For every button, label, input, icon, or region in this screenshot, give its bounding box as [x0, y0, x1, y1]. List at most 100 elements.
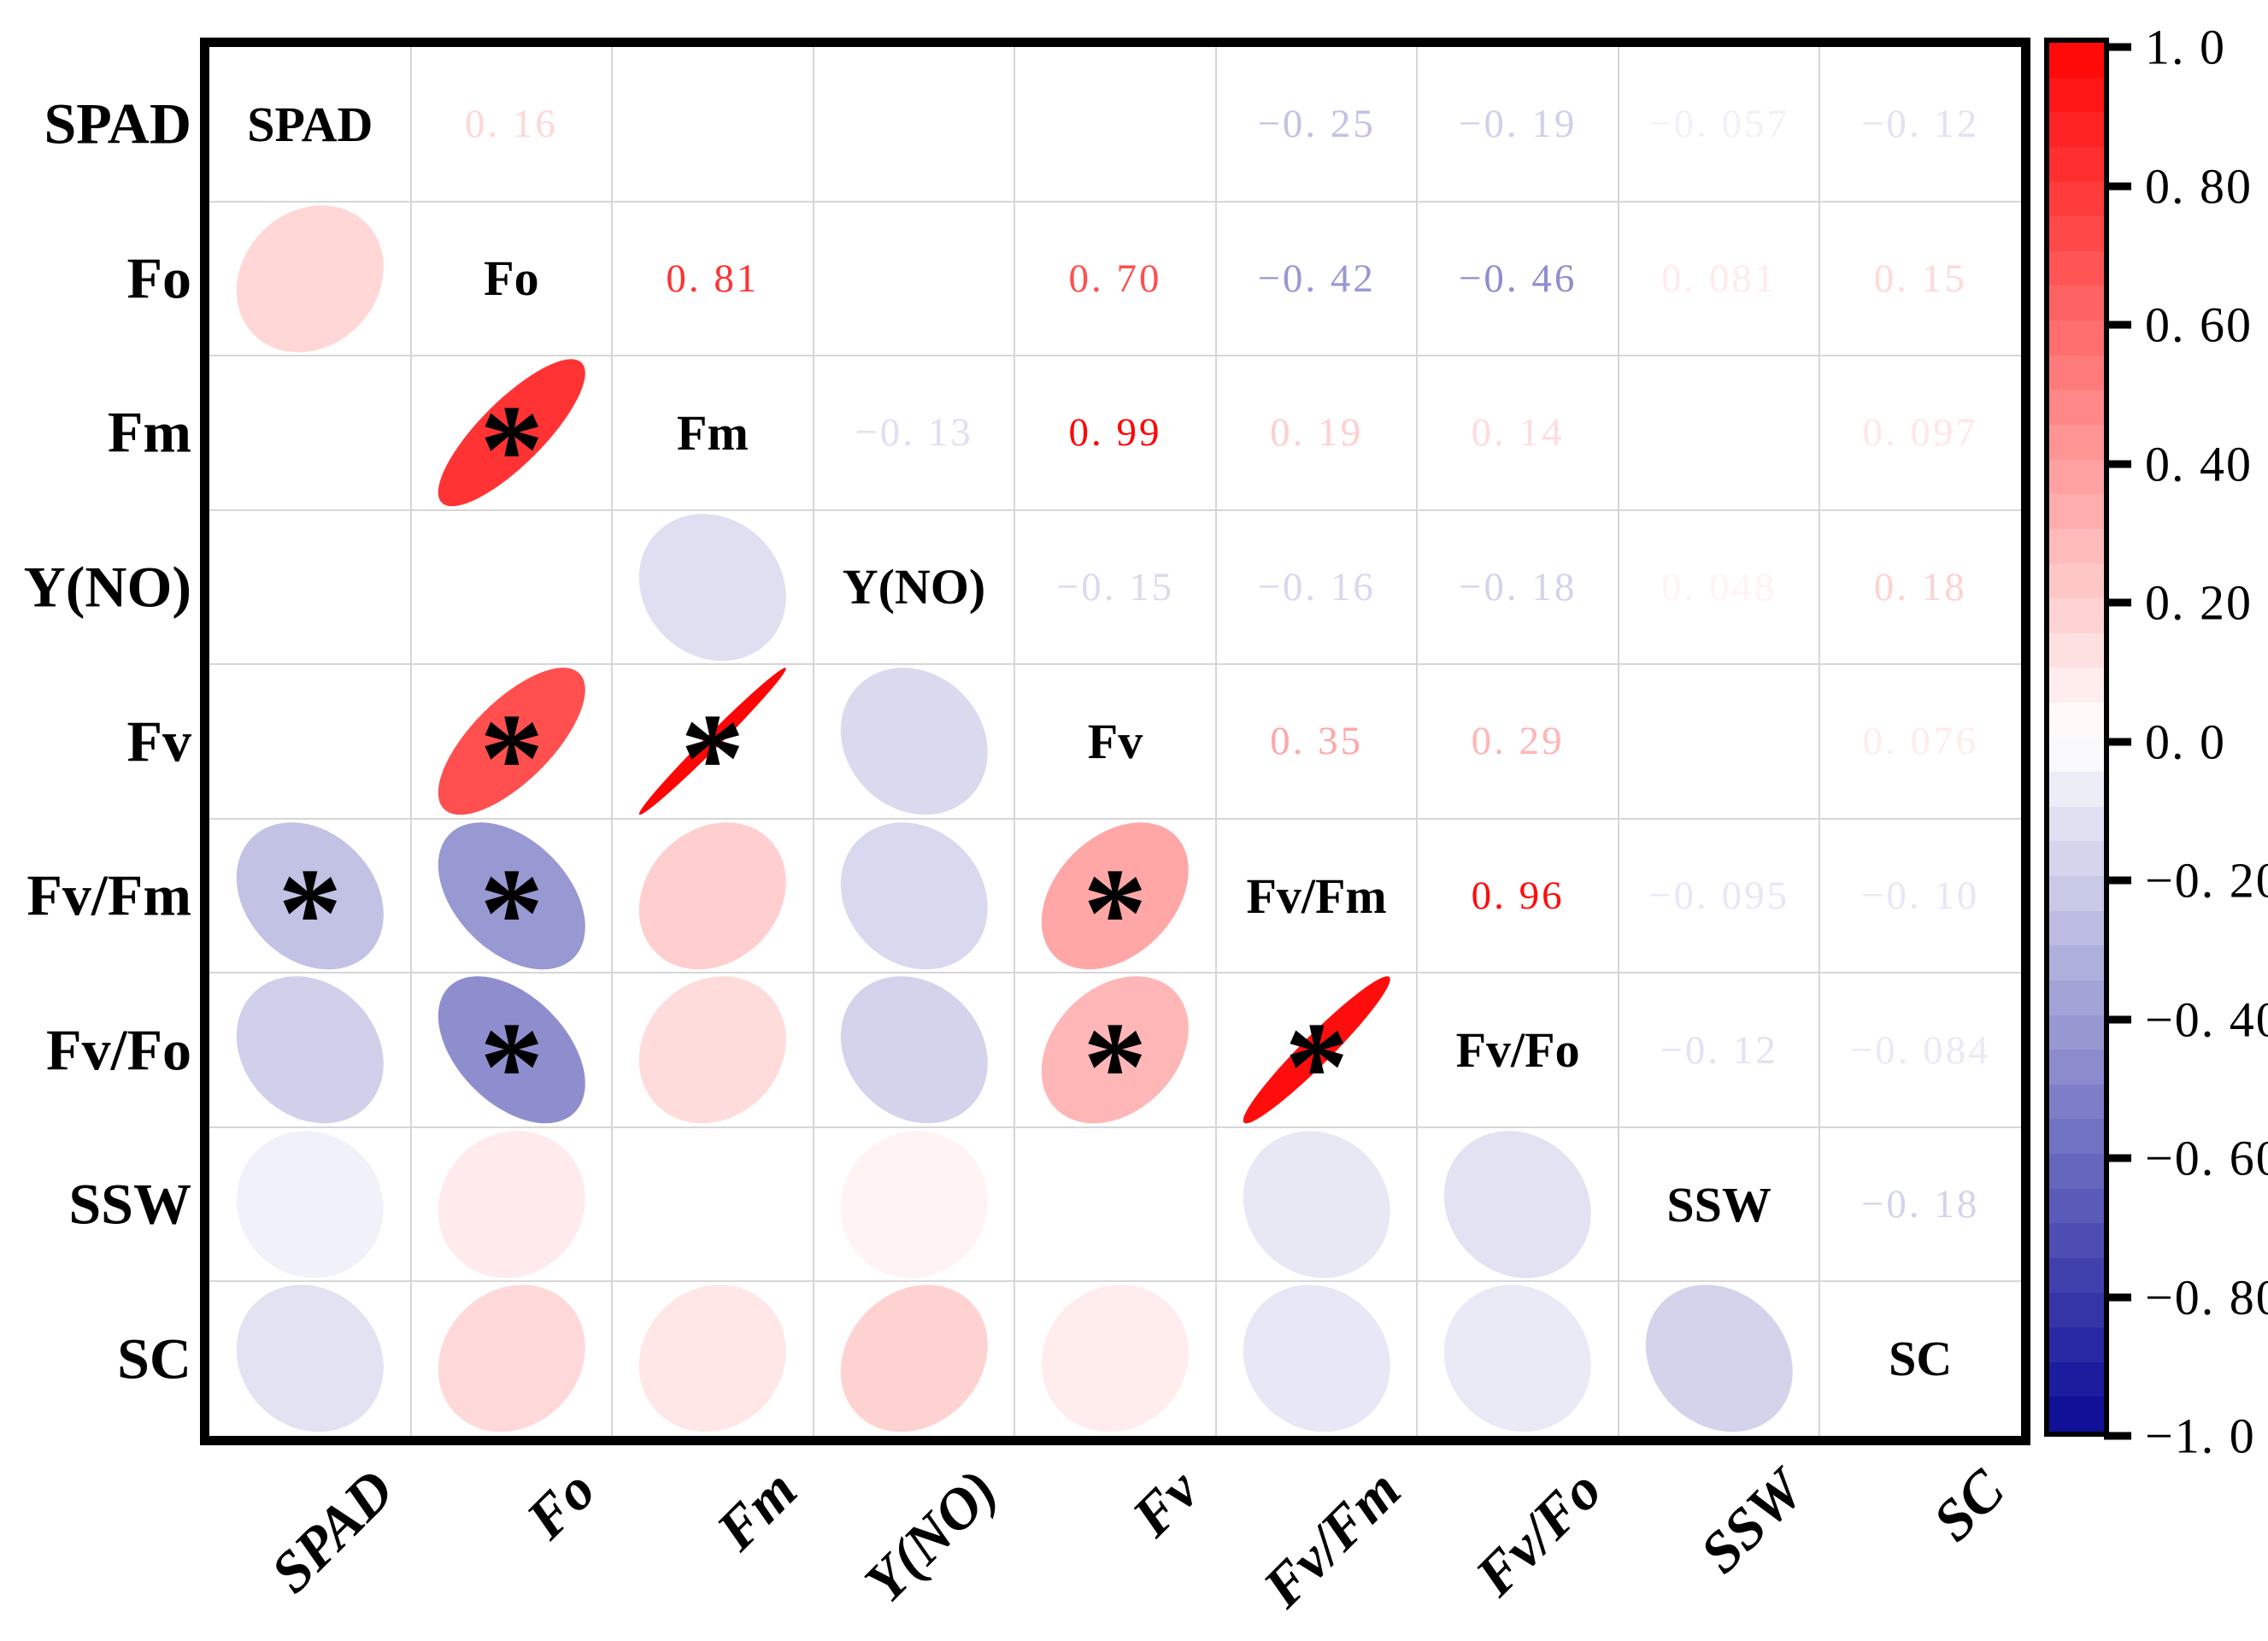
diagonal-variable-label: Fo	[484, 250, 539, 307]
matrix-cell: Fv/Fm	[1216, 819, 1418, 973]
matrix-cell	[1014, 1127, 1216, 1282]
matrix-cell	[411, 510, 613, 665]
correlation-ellipse	[236, 204, 384, 352]
correlation-value: −0. 057	[1648, 102, 1790, 147]
matrix-cell	[612, 510, 814, 665]
colorbar-band	[2049, 632, 2104, 668]
significance-star: *	[479, 687, 543, 829]
matrix-cell	[814, 202, 1015, 356]
matrix-cell	[411, 1127, 613, 1282]
matrix-cell	[814, 47, 1015, 202]
colorbar-band	[2049, 112, 2104, 148]
matrix-cell: −0. 25	[1216, 47, 1418, 202]
colorbar-band	[2049, 1223, 2104, 1259]
colorbar-tick	[2104, 1293, 2131, 1301]
diagonal-variable-label: Y(NO)	[842, 559, 986, 615]
colorbar-band	[2049, 772, 2104, 808]
colorbar-tick-label: −0. 60	[2145, 1130, 2268, 1186]
gridline-horizontal	[209, 1126, 2021, 1128]
gridline-horizontal	[209, 663, 2021, 666]
matrix-cell	[209, 973, 411, 1127]
correlation-ellipse: *	[438, 668, 585, 829]
correlation-ellipse	[438, 1131, 585, 1279]
correlation-ellipse	[638, 1285, 786, 1432]
x-axis-label: SSW	[1687, 1456, 1816, 1585]
matrix-cell: 0. 097	[1819, 356, 2021, 510]
correlation-value: −0. 18	[1458, 564, 1578, 609]
colorbar-band	[2049, 321, 2104, 356]
correlation-ellipse	[638, 513, 786, 661]
correlation-value: −0. 084	[1849, 1027, 1991, 1073]
correlation-ellipse	[438, 1285, 585, 1432]
colorbar-tick-label: 0. 40	[2145, 436, 2253, 491]
colorbar-tick	[2104, 876, 2131, 885]
colorbar-band	[2049, 841, 2104, 877]
gridline-vertical	[1214, 47, 1217, 1436]
x-axis-label: Fm	[703, 1456, 809, 1562]
matrix-cell	[814, 819, 1015, 973]
correlation-value: −0. 13	[855, 410, 973, 456]
colorbar-band	[2049, 945, 2104, 981]
colorbar-tick	[2104, 598, 2131, 607]
significance-star: *	[1284, 997, 1348, 1138]
colorbar-tick	[2104, 321, 2131, 329]
colorbar-tick	[2104, 1432, 2131, 1440]
colorbar-band	[2049, 250, 2104, 286]
matrix-cell: Fv/Fo	[1417, 973, 1619, 1127]
matrix-cell	[814, 664, 1015, 819]
correlation-ellipse	[840, 822, 988, 970]
correlation-ellipse	[236, 1131, 384, 1279]
colorbar-tick	[2104, 1015, 2131, 1023]
colorbar-band	[2049, 910, 2104, 946]
colorbar-band	[2049, 77, 2104, 113]
colorbar-tick	[2104, 738, 2131, 745]
colorbar-band	[2049, 528, 2104, 564]
correlation-value: 0. 076	[1862, 719, 1978, 764]
matrix-cell: SSW	[1619, 1127, 1820, 1282]
matrix-cell	[1619, 1281, 1820, 1436]
colorbar-tick-label: 0. 0	[2145, 714, 2226, 769]
colorbar-tick-label: 0. 20	[2145, 574, 2253, 631]
colorbar-band	[2049, 355, 2104, 391]
y-axis-label: Fv	[126, 709, 191, 773]
matrix-cell: 0. 29	[1417, 664, 1619, 819]
diagonal-variable-label: SC	[1889, 1331, 1953, 1387]
matrix-cell	[209, 356, 411, 510]
matrix-cell: −0. 18	[1819, 1127, 2021, 1282]
gridline-vertical	[611, 47, 614, 1436]
correlation-value: 0. 081	[1660, 256, 1777, 301]
colorbar-band	[2049, 563, 2104, 599]
correlation-value: 0. 18	[1873, 564, 1967, 609]
matrix-cell: 0. 19	[1216, 356, 1418, 510]
colorbar-band	[2049, 702, 2104, 738]
y-axis-label: SSW	[68, 1171, 191, 1237]
matrix-cell: −0. 42	[1216, 202, 1418, 356]
y-axis-label: Y(NO)	[23, 554, 191, 620]
matrix-cell	[612, 1127, 814, 1282]
colorbar-band	[2049, 1188, 2104, 1224]
matrix-cell	[209, 510, 411, 665]
gridline-vertical	[1014, 47, 1016, 1436]
matrix-cell: −0. 16	[1216, 510, 1418, 665]
matrix-cell	[1216, 1127, 1418, 1282]
correlation-ellipse	[840, 1131, 988, 1279]
correlation-ellipse: *	[1243, 976, 1390, 1138]
matrix-cell	[1417, 1281, 1619, 1436]
matrix-cell: −0. 12	[1819, 47, 2021, 202]
colorbar-band	[2049, 1154, 2104, 1190]
y-axis-label: Fm	[107, 399, 191, 465]
colorbar-band	[2049, 737, 2104, 773]
colorbar-band	[2049, 598, 2104, 634]
matrix-cell: *	[411, 973, 613, 1138]
matrix-cell: *	[1216, 973, 1418, 1138]
correlation-ellipse: *	[638, 668, 786, 829]
matrix-cell: −0. 095	[1619, 819, 1820, 973]
matrix-cell: SPAD	[209, 47, 411, 202]
colorbar-band	[2049, 1257, 2104, 1293]
x-axis-label: Fo	[513, 1456, 608, 1551]
colorbar-band	[2049, 1292, 2104, 1328]
significance-star: *	[479, 379, 543, 521]
matrix-cell	[209, 1127, 411, 1282]
correlation-ellipse	[1243, 1285, 1390, 1432]
